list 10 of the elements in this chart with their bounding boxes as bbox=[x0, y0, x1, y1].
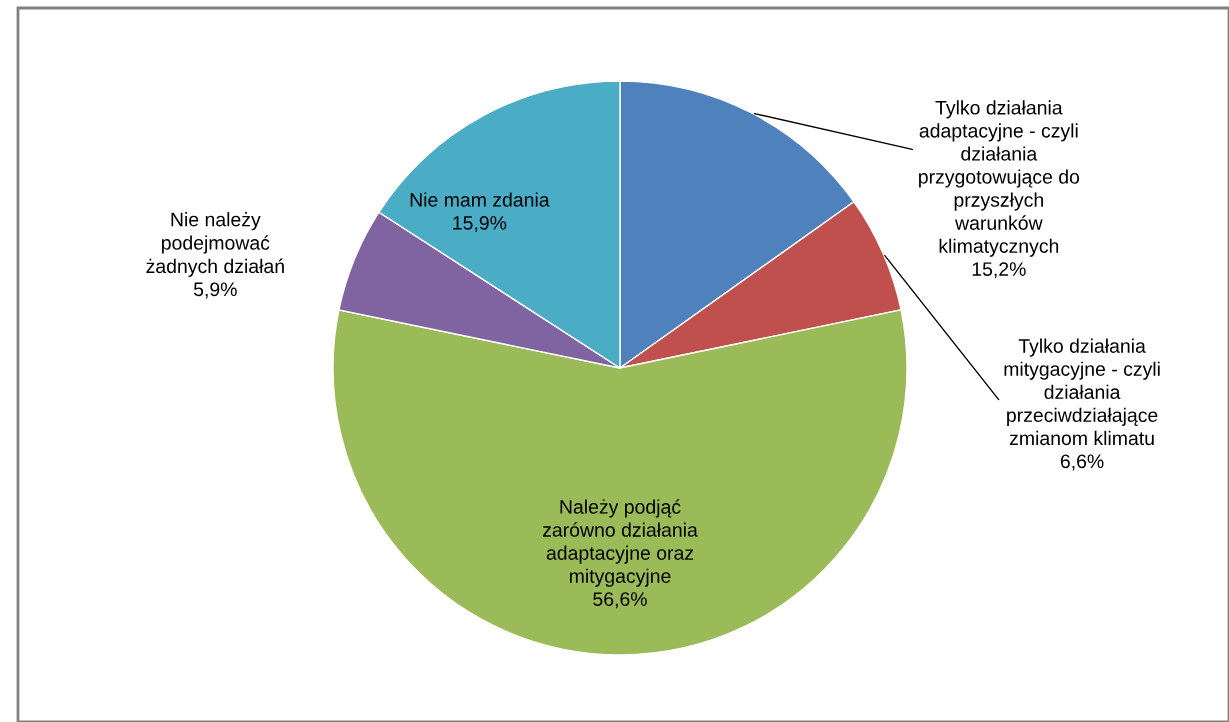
data-label: 6,6% bbox=[1060, 454, 1104, 471]
data-label: 15,2% bbox=[972, 262, 1026, 279]
slice-label: Tylko działania mitygacyjne - czyli działania przeciwdziałające zmianom klimatu bbox=[1004, 338, 1160, 446]
slice-label: Nie mam zdania bbox=[410, 192, 550, 207]
data-label: 5,9% bbox=[193, 282, 237, 299]
slice-label: Nie należy podejmować żadnych działań bbox=[146, 212, 284, 277]
slice-label: Tylko działania adaptacyjne - czyli działania przygotowujące do przyszłych warunków klimatycznych bbox=[919, 100, 1080, 257]
data-label: 56,6% bbox=[593, 592, 647, 609]
slice-label: Należy podjąć zarówno działania adaptacyjne oraz mitygacyjne bbox=[542, 499, 698, 587]
data-label: 15,9% bbox=[453, 216, 507, 233]
